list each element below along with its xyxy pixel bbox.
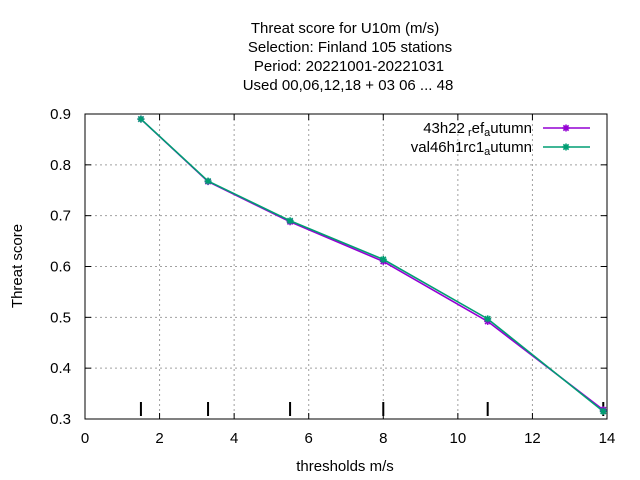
y-tick-label: 0.7 — [50, 208, 71, 225]
x-tick-label: 10 — [450, 430, 467, 447]
x-axis-label: thresholds m/s — [296, 458, 394, 475]
chart-title-block: Threat score for U10m (m/s) Selection: F… — [243, 20, 454, 94]
point-mark-d2 — [204, 177, 212, 185]
x-tick-label: 14 — [599, 430, 616, 447]
axes: 0 2 4 6 8 10 12 14 0.3 0.4 0.5 0.6 0.7 0.8 0.9 — [50, 106, 615, 447]
data-point — [137, 115, 145, 123]
series-line-2 — [140, 118, 604, 412]
series-2 — [137, 115, 607, 415]
chart-title-line-2: Selection: Finland 105 stations — [248, 39, 452, 56]
data-point — [599, 407, 607, 415]
legend-marker-1 — [562, 124, 570, 132]
data-point — [286, 217, 294, 225]
series-line-1 — [140, 118, 604, 411]
data-point — [204, 177, 212, 185]
x-tick-label: 8 — [379, 430, 387, 447]
data-point — [379, 255, 387, 263]
point-mark-d2 — [600, 408, 607, 415]
grid — [85, 114, 607, 419]
y-tick-label: 0.8 — [50, 157, 71, 174]
point-mark-d2 — [286, 217, 294, 224]
x-tick-label: 12 — [524, 430, 541, 447]
series-lines — [137, 115, 607, 415]
chart-title-line-1: Threat score for U10m (m/s) — [251, 20, 439, 37]
data-point — [484, 315, 492, 323]
threshold-markers — [139, 402, 605, 416]
y-tick-label: 0.4 — [50, 360, 71, 377]
x-tick-label: 6 — [305, 430, 313, 447]
point-mark-d2 — [562, 143, 570, 151]
y-tick-label: 0.6 — [50, 259, 71, 276]
legend-label-2: val46h1rc1autumn — [411, 139, 532, 158]
series-1 — [137, 115, 607, 414]
y-tick-label: 0.5 — [50, 309, 71, 326]
point-mark-d2 — [562, 124, 570, 132]
point-mark-d2 — [484, 315, 491, 323]
y-tick-label: 0.3 — [50, 411, 71, 428]
y-tick-label: 0.9 — [50, 106, 71, 123]
y-axis-label: Threat score — [9, 224, 26, 308]
legend-label-1: 43h22 refautumn — [423, 120, 532, 139]
point-mark-d2 — [137, 115, 145, 123]
x-tick-label: 4 — [230, 430, 238, 447]
x-tick-label: 0 — [81, 430, 89, 447]
legend-marker-2 — [562, 143, 570, 151]
x-tick-label: 2 — [155, 430, 163, 447]
chart-title-line-4: Used 00,06,12,18 + 03 06 ... 48 — [243, 77, 454, 94]
chart-title-line-3: Period: 20221001-20221031 — [254, 58, 444, 75]
point-mark-d2 — [380, 256, 387, 263]
